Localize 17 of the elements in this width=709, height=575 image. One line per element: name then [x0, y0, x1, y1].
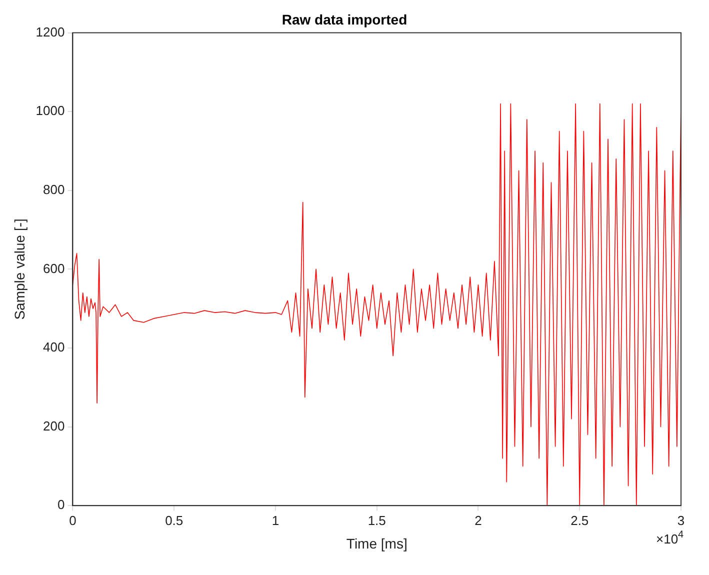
y-tick-label: 1000 — [36, 103, 65, 118]
x-tick-label: 1.5 — [368, 512, 386, 528]
x-axis-title: Time [ms] — [346, 535, 408, 552]
y-tick-label: 600 — [43, 260, 65, 276]
y-tick-label: 800 — [43, 182, 65, 197]
y-tick-label: 200 — [43, 418, 65, 434]
y-axis-title: Sample value [-] — [11, 218, 28, 320]
y-tick-label: 0 — [57, 497, 65, 512]
x-tick-label: 1 — [272, 512, 280, 528]
x-tick-label: 2 — [474, 512, 482, 528]
x-tick-label: 3 — [677, 512, 685, 528]
x-tick-label: 0.5 — [165, 512, 184, 528]
x-tick-label: 0 — [69, 512, 76, 528]
y-tick-label: 1200 — [36, 24, 65, 40]
y-tick-label: 400 — [43, 340, 65, 355]
x-tick-label: 2.5 — [570, 512, 589, 528]
chart-title: Raw data imported — [282, 11, 408, 28]
